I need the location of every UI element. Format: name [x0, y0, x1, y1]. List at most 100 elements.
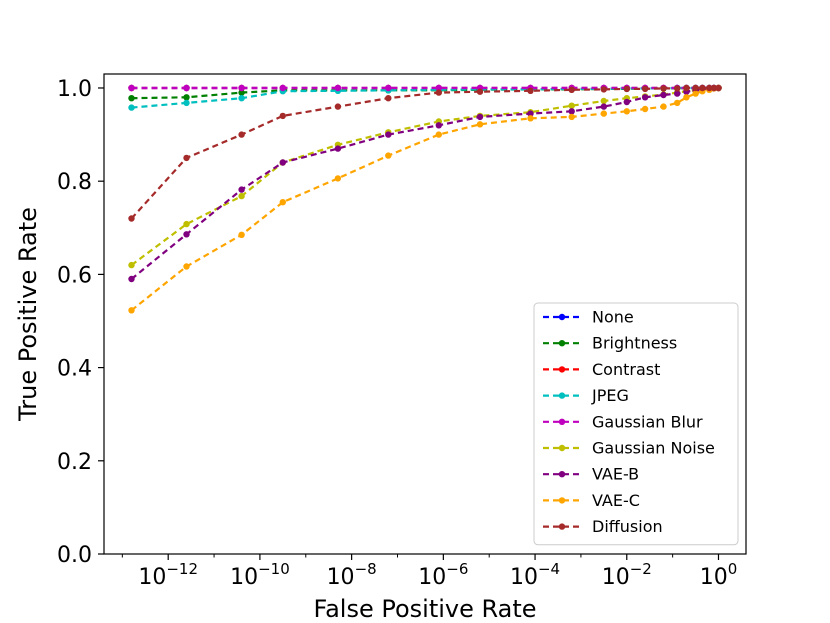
legend-label: Diffusion	[592, 517, 663, 536]
data-point	[706, 84, 713, 92]
data-point	[600, 103, 607, 110]
x-tick-label: 10−12	[138, 560, 198, 590]
data-point	[683, 94, 690, 101]
data-point	[385, 152, 392, 159]
series-vae-b	[128, 84, 722, 283]
data-point	[435, 131, 442, 138]
data-point	[660, 85, 667, 92]
series-line	[130, 86, 719, 280]
data-point	[527, 110, 534, 117]
data-point	[128, 215, 135, 222]
legend-swatch-marker	[558, 313, 566, 321]
legend-label: Gaussian Blur	[592, 412, 703, 431]
data-point	[674, 90, 681, 97]
data-point	[600, 110, 607, 117]
x-tick-label: 100	[700, 560, 738, 590]
data-point	[692, 84, 699, 92]
data-point	[568, 113, 575, 121]
data-point	[334, 84, 342, 92]
data-point	[385, 84, 392, 92]
data-point	[568, 108, 575, 115]
series-line	[131, 86, 719, 109]
legend-entry: Diffusion	[543, 517, 663, 536]
legend-swatch-marker	[558, 523, 566, 530]
plot-frame	[103, 73, 747, 555]
x-tick-label: 10−8	[327, 560, 377, 590]
data-point	[715, 84, 722, 92]
data-point	[692, 90, 699, 97]
data-point	[279, 199, 286, 206]
legend-label: JPEG	[591, 386, 629, 405]
data-point	[623, 85, 630, 93]
data-point	[476, 121, 484, 128]
legend-swatch-marker	[558, 392, 566, 399]
y-tick-label: 0.0	[57, 543, 92, 568]
data-point	[699, 84, 706, 92]
data-point	[623, 108, 630, 115]
legend-swatch-marker	[558, 366, 566, 373]
legend-label: None	[592, 308, 634, 327]
data-point	[128, 84, 135, 92]
data-point	[660, 103, 667, 110]
data-point	[334, 103, 342, 110]
x-tick-label: 10−6	[418, 560, 468, 590]
data-point	[710, 84, 718, 92]
data-point	[279, 159, 286, 166]
legend-entry: None	[543, 308, 634, 327]
data-point	[527, 115, 534, 122]
legend-label: Gaussian Noise	[592, 439, 715, 458]
data-point	[183, 231, 190, 238]
series-lines	[128, 84, 722, 314]
data-point	[279, 112, 286, 120]
data-point	[183, 263, 190, 270]
legend-frame	[533, 302, 739, 546]
data-point	[476, 88, 484, 95]
y-tick-label: 0.6	[57, 263, 92, 288]
legend-entry: JPEG	[543, 386, 629, 405]
data-point	[238, 84, 245, 92]
y-tick-label: 1.0	[57, 77, 92, 102]
legend-swatch-marker	[558, 340, 566, 347]
data-point	[128, 261, 135, 269]
data-point	[238, 186, 245, 193]
data-point	[238, 95, 245, 102]
data-point	[128, 104, 135, 111]
data-point	[600, 97, 607, 105]
legend-swatch-marker	[558, 418, 566, 425]
data-point	[641, 85, 649, 93]
data-point	[674, 85, 681, 92]
data-point	[623, 98, 630, 106]
data-point	[238, 231, 245, 238]
data-point	[238, 89, 245, 96]
y-tick-label: 0.4	[57, 357, 92, 382]
x-tick-label: 10−10	[230, 560, 290, 590]
data-point	[641, 94, 649, 101]
legend-label: Brightness	[592, 334, 677, 353]
data-point	[435, 89, 442, 96]
legend-label: VAE-B	[592, 465, 639, 484]
data-point	[435, 122, 442, 129]
data-point	[183, 220, 190, 228]
y-axis-label: True Positive Rate	[14, 207, 42, 422]
data-point	[641, 105, 649, 113]
legend-swatch-marker	[558, 471, 566, 478]
data-point	[128, 95, 135, 102]
x-axis-label: False Positive Rate	[313, 595, 536, 623]
legend-swatch-marker	[558, 497, 566, 504]
x-tick-label: 10−2	[602, 560, 652, 590]
data-point	[128, 307, 135, 314]
legend-swatch-marker	[558, 444, 566, 452]
legend-entry: Gaussian Noise	[543, 439, 715, 458]
data-point	[238, 131, 245, 138]
legend-entry: Gaussian Blur	[543, 412, 703, 431]
legend-entry: VAE-B	[543, 465, 639, 484]
data-point	[568, 86, 575, 94]
legend-label: Contrast	[592, 360, 660, 379]
data-point	[334, 145, 342, 152]
series-diffusion	[128, 84, 722, 222]
data-point	[334, 175, 342, 182]
x-axis-ticks: 10−12 10−10 10−8 10−6 10−4 10−2 100	[121, 554, 738, 590]
data-point	[435, 84, 442, 92]
series-line	[130, 86, 719, 220]
legend-entry: Contrast	[543, 360, 660, 379]
